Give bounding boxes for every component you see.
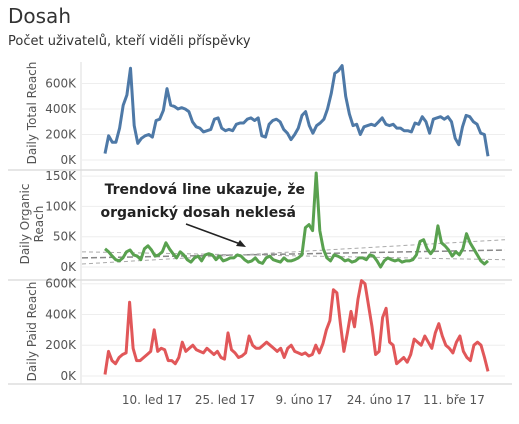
y-tick-label: 400K	[45, 102, 77, 116]
annotation-arrow	[185, 223, 244, 246]
y-tick-label: 150K	[45, 169, 77, 183]
total-reach-line	[103, 64, 490, 157]
chart-subtitle: Počet uživatelů, kteří viděli příspěvky	[8, 34, 251, 49]
y-tick-label: 600K	[45, 77, 77, 91]
chart-title: Dosah	[8, 4, 71, 28]
y-tick-label: 100K	[45, 199, 77, 213]
y-tick-label: 0K	[60, 260, 77, 274]
y-tick-label: 50K	[53, 230, 77, 244]
annotation-line-1: Trendová line ukazuje, že	[105, 182, 305, 198]
organic-reach-line	[104, 171, 489, 269]
y-tick-label: 400K	[45, 307, 77, 321]
annotation-line-2: organický dosah neklesá	[101, 205, 296, 221]
paid-reach-line	[103, 279, 490, 375]
y-tick-label: 0K	[60, 153, 77, 167]
x-tick-label: 24. úno 17	[347, 393, 412, 407]
x-tick-label: 11. bře 17	[423, 393, 485, 407]
annotation-arrowhead	[236, 240, 246, 247]
x-tick-label: 9. úno 17	[276, 393, 333, 407]
y-tick-label: 0K	[60, 369, 77, 383]
y-axis-label: Daily Paid Reach	[25, 282, 39, 382]
x-tick-label: 10. led 17	[122, 393, 182, 407]
y-axis-label: Daily Total Reach	[25, 62, 39, 165]
x-tick-label: 25. led 17	[195, 393, 255, 407]
y-axis-label: Daily OrganicReach	[18, 184, 46, 265]
y-tick-label: 200K	[45, 128, 77, 142]
y-tick-label: 600K	[45, 277, 77, 291]
y-tick-label: 200K	[45, 338, 77, 352]
trend-line	[81, 249, 506, 259]
